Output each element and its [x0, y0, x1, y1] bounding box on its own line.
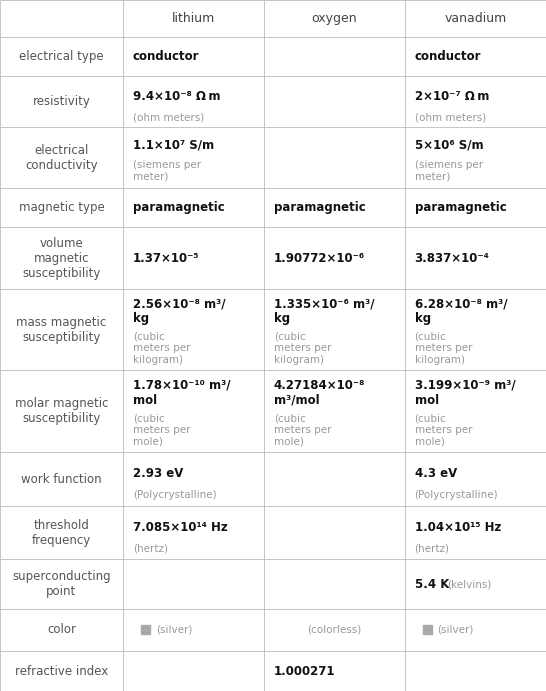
Text: 2.93 eV: 2.93 eV [133, 467, 183, 480]
Text: color: color [47, 623, 76, 636]
Text: conductor: conductor [414, 50, 481, 64]
Text: magnetic type: magnetic type [19, 202, 104, 214]
Text: paramagnetic: paramagnetic [133, 202, 224, 214]
Text: conductor: conductor [133, 50, 199, 64]
Text: vanadium: vanadium [444, 12, 507, 25]
Text: resistivity: resistivity [33, 95, 90, 108]
Text: 9.4×10⁻⁸ Ω m: 9.4×10⁻⁸ Ω m [133, 91, 221, 103]
Text: (siemens per
meter): (siemens per meter) [133, 160, 201, 182]
Text: superconducting
point: superconducting point [12, 570, 111, 598]
Text: (cubic
meters per
kilogram): (cubic meters per kilogram) [274, 332, 331, 365]
Text: 6.28×10⁻⁸ m³/
kg: 6.28×10⁻⁸ m³/ kg [414, 297, 507, 325]
Text: (Polycrystalline): (Polycrystalline) [133, 490, 216, 500]
Text: mass magnetic
susceptibility: mass magnetic susceptibility [16, 316, 106, 344]
Text: (colorless): (colorless) [307, 625, 361, 635]
Text: paramagnetic: paramagnetic [414, 202, 506, 214]
Text: (cubic
meters per
mole): (cubic meters per mole) [133, 413, 191, 446]
Text: threshold
frequency: threshold frequency [32, 519, 91, 547]
Bar [423, 625, 431, 634]
Text: 5.4 K: 5.4 K [414, 578, 449, 591]
Text: 1.1×10⁷ S/m: 1.1×10⁷ S/m [133, 138, 214, 151]
Text: 1.37×10⁻⁵: 1.37×10⁻⁵ [133, 252, 199, 265]
Text: 5×10⁶ S/m: 5×10⁶ S/m [414, 138, 483, 151]
Text: molar magnetic
susceptibility: molar magnetic susceptibility [15, 397, 108, 425]
Text: 4.3 eV: 4.3 eV [414, 467, 457, 480]
Bar [141, 625, 150, 634]
Text: (Polycrystalline): (Polycrystalline) [414, 490, 498, 500]
Text: 3.837×10⁻⁴: 3.837×10⁻⁴ [414, 252, 489, 265]
Text: 1.78×10⁻¹⁰ m³/
mol: 1.78×10⁻¹⁰ m³/ mol [133, 379, 230, 406]
Text: (cubic
meters per
mole): (cubic meters per mole) [414, 413, 472, 446]
Text: electrical type: electrical type [19, 50, 104, 64]
Text: paramagnetic: paramagnetic [274, 202, 365, 214]
Text: (siemens per
meter): (siemens per meter) [414, 160, 483, 182]
Text: (silver): (silver) [437, 625, 474, 635]
Text: (cubic
meters per
kilogram): (cubic meters per kilogram) [133, 332, 191, 365]
Text: 7.085×10¹⁴ Hz: 7.085×10¹⁴ Hz [133, 521, 228, 534]
Text: 4.27184×10⁻⁸
m³/mol: 4.27184×10⁻⁸ m³/mol [274, 379, 365, 406]
Text: (ohm meters): (ohm meters) [133, 112, 204, 122]
Text: (cubic
meters per
kilogram): (cubic meters per kilogram) [414, 332, 472, 365]
Text: 3.199×10⁻⁹ m³/
mol: 3.199×10⁻⁹ m³/ mol [414, 379, 515, 406]
Text: work function: work function [21, 473, 102, 486]
Text: (ohm meters): (ohm meters) [414, 112, 486, 122]
Text: lithium: lithium [171, 12, 215, 25]
Text: (hertz): (hertz) [414, 544, 449, 553]
Text: 1.04×10¹⁵ Hz: 1.04×10¹⁵ Hz [414, 521, 501, 534]
Text: (kelvins): (kelvins) [447, 579, 491, 589]
Text: (hertz): (hertz) [133, 544, 168, 553]
Text: refractive index: refractive index [15, 665, 108, 678]
Text: oxygen: oxygen [311, 12, 357, 25]
Text: volume
magnetic
susceptibility: volume magnetic susceptibility [22, 237, 100, 280]
Text: 2×10⁻⁷ Ω m: 2×10⁻⁷ Ω m [414, 91, 489, 103]
Text: 1.335×10⁻⁶ m³/
kg: 1.335×10⁻⁶ m³/ kg [274, 297, 374, 325]
Text: 2.56×10⁻⁸ m³/
kg: 2.56×10⁻⁸ m³/ kg [133, 297, 225, 325]
Text: (silver): (silver) [156, 625, 192, 635]
Text: (cubic
meters per
mole): (cubic meters per mole) [274, 413, 331, 446]
Text: 1.90772×10⁻⁶: 1.90772×10⁻⁶ [274, 252, 365, 265]
Text: 1.000271: 1.000271 [274, 665, 335, 678]
Text: electrical
conductivity: electrical conductivity [25, 144, 98, 172]
